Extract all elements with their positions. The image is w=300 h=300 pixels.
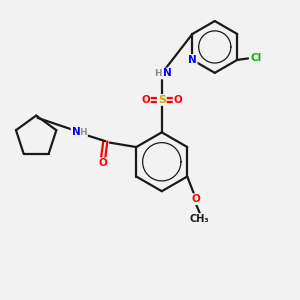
Text: S: S: [158, 95, 166, 105]
Text: O: O: [174, 95, 182, 105]
Text: O: O: [98, 158, 107, 168]
Text: CH₃: CH₃: [190, 214, 209, 224]
Text: N: N: [163, 68, 172, 78]
Text: Cl: Cl: [250, 53, 261, 63]
Text: N: N: [188, 55, 197, 65]
Text: O: O: [192, 194, 200, 204]
Text: O: O: [141, 95, 150, 105]
Text: N: N: [71, 127, 80, 137]
Text: H: H: [80, 128, 87, 137]
Text: H: H: [154, 69, 162, 78]
